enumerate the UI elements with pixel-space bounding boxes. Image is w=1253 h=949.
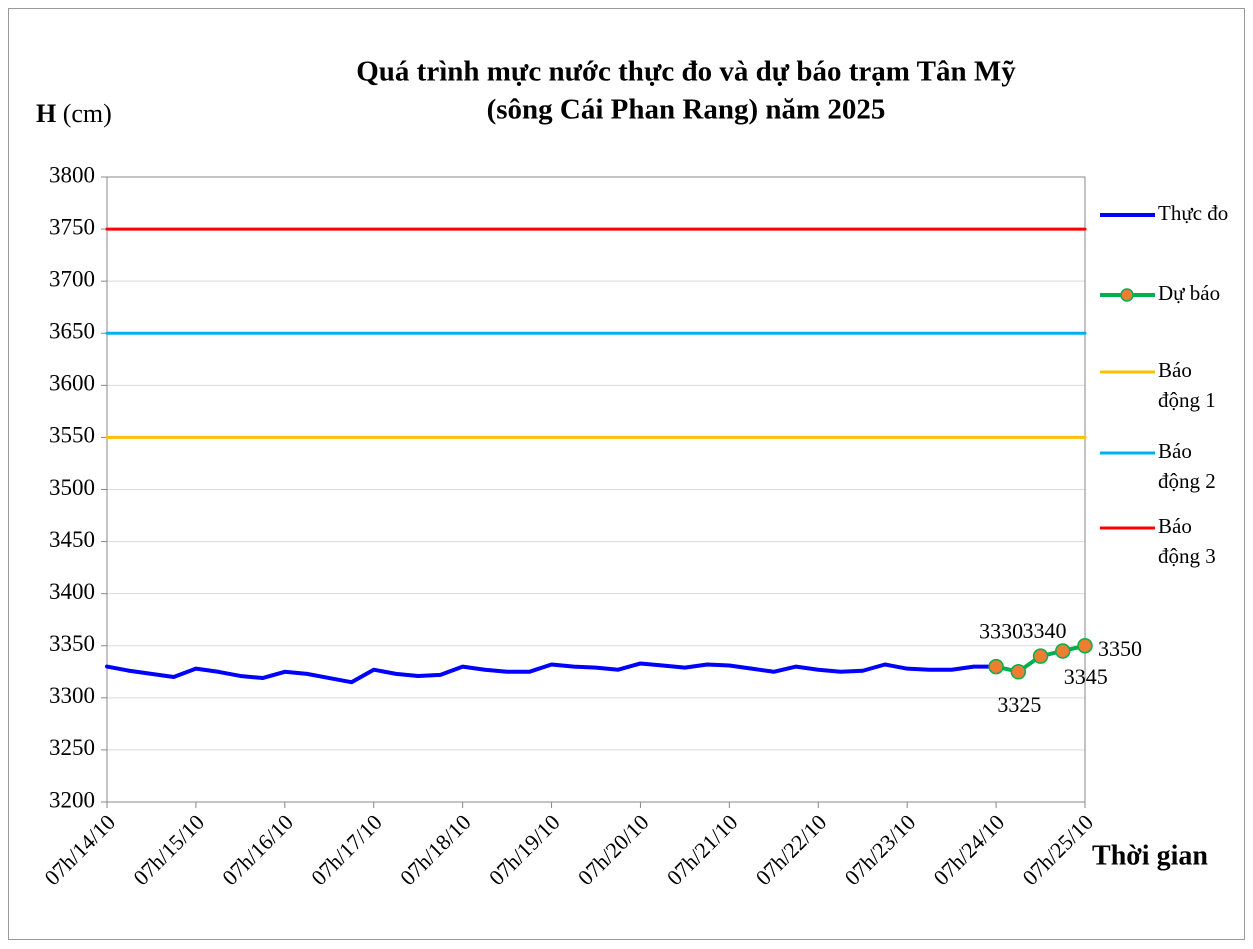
chart-subtitle: (sông Cái Phan Rang) năm 2025: [487, 94, 886, 126]
data-label: 3330: [979, 619, 1023, 644]
legend-label: Báo động 3: [1158, 514, 1216, 568]
x-axis-label: Thời gian: [1092, 840, 1208, 871]
series-line: [105, 661, 999, 685]
chart-title: Quá trình mực nước thực đo và dự báo trạ…: [356, 56, 1016, 88]
legend-label: Báo động 2: [1158, 439, 1216, 493]
y-tick-label: 3500: [49, 475, 95, 500]
y-tick-label: 3350: [49, 631, 95, 656]
y-tick-label: 3650: [49, 319, 95, 344]
y-tick-label: 3750: [49, 214, 95, 239]
y-tick-label: 3450: [49, 527, 95, 552]
data-label: 3350: [1098, 636, 1142, 661]
marker: [1055, 643, 1071, 659]
y-tick-label: 3600: [49, 371, 95, 396]
data-label: 3345: [1064, 664, 1108, 689]
data-label: 3325: [997, 692, 1041, 717]
y-axis-label: H (cm): [36, 99, 112, 128]
plot-border: [106, 176, 1086, 803]
y-tick-label: 3550: [49, 423, 95, 448]
y-tick-label: 3700: [49, 266, 95, 291]
y-tick-label: 3400: [49, 579, 95, 604]
y-tick-label: 3250: [49, 735, 95, 760]
legend-label: Thực đo: [1158, 201, 1228, 225]
marker: [1032, 648, 1049, 664]
marker: [1010, 664, 1027, 680]
y-tick-label: 3300: [49, 683, 95, 708]
legend-label: Báo động 1: [1158, 358, 1216, 412]
data-label: 3340: [1023, 618, 1067, 643]
marker: [988, 658, 1004, 675]
legend-label: Dự báo: [1158, 281, 1220, 305]
chart-frame: [8, 8, 1245, 940]
legend-marker: [1120, 288, 1134, 302]
y-tick-label: 3800: [49, 162, 95, 187]
y-tick-label: 3200: [49, 787, 95, 812]
marker: [1077, 638, 1093, 654]
